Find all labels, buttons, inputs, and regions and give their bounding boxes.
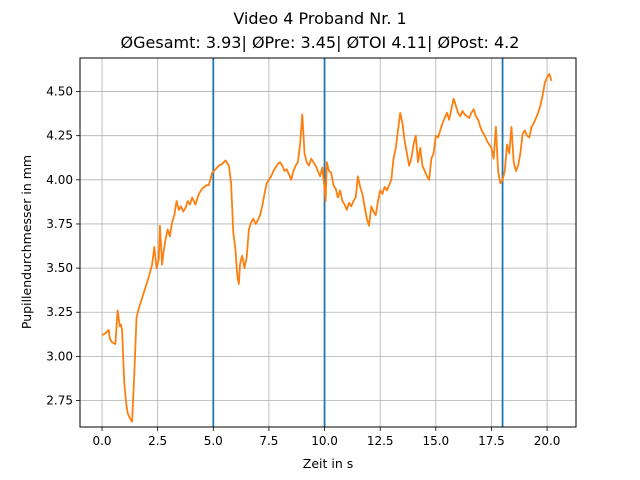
y-tick-label: 3.75 <box>46 217 73 231</box>
x-tick-label: 17.5 <box>478 434 505 448</box>
y-axis-ticks: 2.75 3.00 3.25 3.50 3.75 4.00 4.25 4.50 <box>46 85 80 408</box>
x-axis-ticks: 0.0 2.5 5.0 7.5 10.0 12.5 15.0 17.5 20.0 <box>92 427 560 448</box>
grid <box>80 58 576 427</box>
y-tick-label: 4.50 <box>46 85 73 99</box>
y-tick-label: 4.00 <box>46 173 73 187</box>
x-tick-label: 2.5 <box>148 434 167 448</box>
x-tick-label: 20.0 <box>534 434 561 448</box>
x-tick-label: 0.0 <box>92 434 111 448</box>
chart-subtitle: ØGesamt: 3.93| ØPre: 3.45| ØTOI 4.11| ØP… <box>121 33 520 52</box>
x-axis-label: Zeit in s <box>303 456 353 471</box>
x-tick-label: 10.0 <box>311 434 338 448</box>
series-line <box>101 72 553 423</box>
x-tick-label: 12.5 <box>367 434 394 448</box>
x-tick-label: 15.0 <box>422 434 449 448</box>
y-tick-label: 3.00 <box>46 349 73 363</box>
y-tick-label: 2.75 <box>46 394 73 408</box>
y-axis-label: Pupillendurchmesser in mm <box>19 155 34 329</box>
event-markers <box>212 58 504 427</box>
series-group <box>101 72 553 423</box>
plot-frame <box>79 57 577 428</box>
x-tick-label: 7.5 <box>259 434 278 448</box>
y-tick-label: 4.25 <box>46 129 73 143</box>
y-tick-label: 3.25 <box>46 305 73 319</box>
chart-title: Video 4 Proband Nr. 1 <box>233 9 406 28</box>
y-tick-label: 3.50 <box>46 261 73 275</box>
x-tick-label: 5.0 <box>204 434 223 448</box>
